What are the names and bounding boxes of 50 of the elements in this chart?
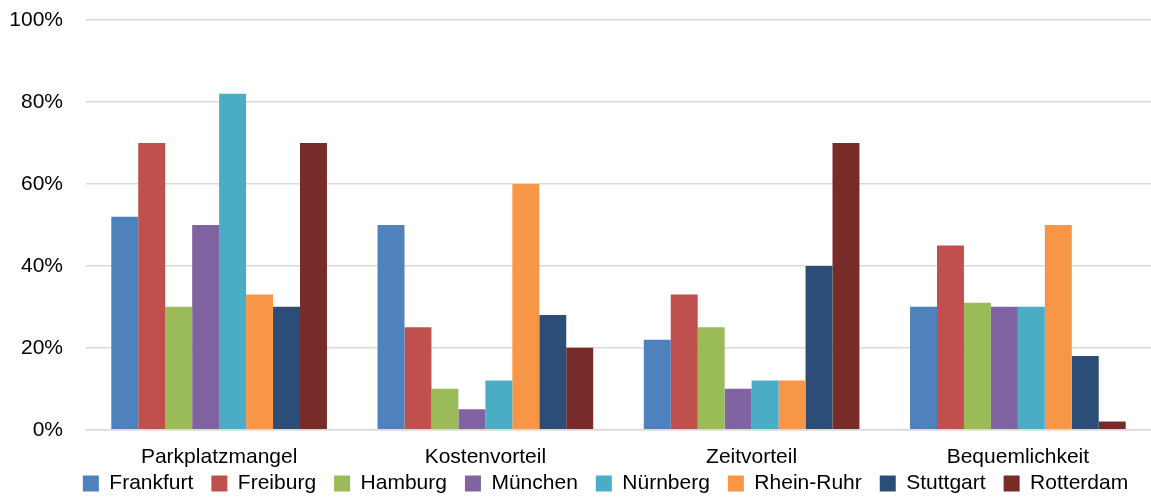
bar [246,294,274,430]
legend-label: Hamburg [360,470,447,494]
legend-label: Freiburg [237,470,317,494]
bar [990,306,1018,430]
bar [539,315,567,430]
bar [273,306,300,430]
bar [300,142,327,430]
legend-label: München [491,470,578,494]
legend-label: Stuttgart [906,470,986,494]
bar [512,183,540,430]
y-tick-label: 80% [20,88,63,112]
y-tick-label: 100% [9,6,63,30]
bar [805,265,833,430]
bar [778,380,806,430]
bar [697,327,725,430]
x-tick-label: Zeitvorteil [706,444,798,468]
bar [111,216,139,430]
bar [1017,306,1045,430]
x-tick-label: Kostenvorteil [424,444,547,468]
y-tick-label: 0% [32,416,63,440]
bar [643,339,671,430]
bar [963,302,991,430]
legend-label: Rotterdam [1030,470,1129,494]
bar [1071,356,1099,430]
y-tick-label: 60% [20,170,63,194]
y-tick-label: 40% [20,252,63,276]
bar [485,380,513,430]
bar [937,245,964,430]
bar [832,142,860,430]
x-tick-label: Bequemlichkeit [946,444,1090,468]
legend-label: Rhein-Ruhr [754,470,862,494]
y-tick-label: 20% [20,334,63,358]
bar [670,294,698,430]
bar [165,306,193,430]
bar [1098,421,1126,430]
bar [431,388,459,430]
bar [910,306,937,430]
bar [219,93,247,430]
bar [458,409,486,430]
bar [566,347,594,430]
legend-label: Nürnberg [622,470,710,494]
bar [724,388,752,430]
bar [404,327,432,430]
bar [138,142,166,430]
bar [1044,224,1072,430]
bar [192,224,220,430]
x-tick-label: Parkplatzmangel [140,444,298,468]
legend-label: Frankfurt [109,470,194,494]
bar [377,224,405,430]
bar [751,380,779,430]
